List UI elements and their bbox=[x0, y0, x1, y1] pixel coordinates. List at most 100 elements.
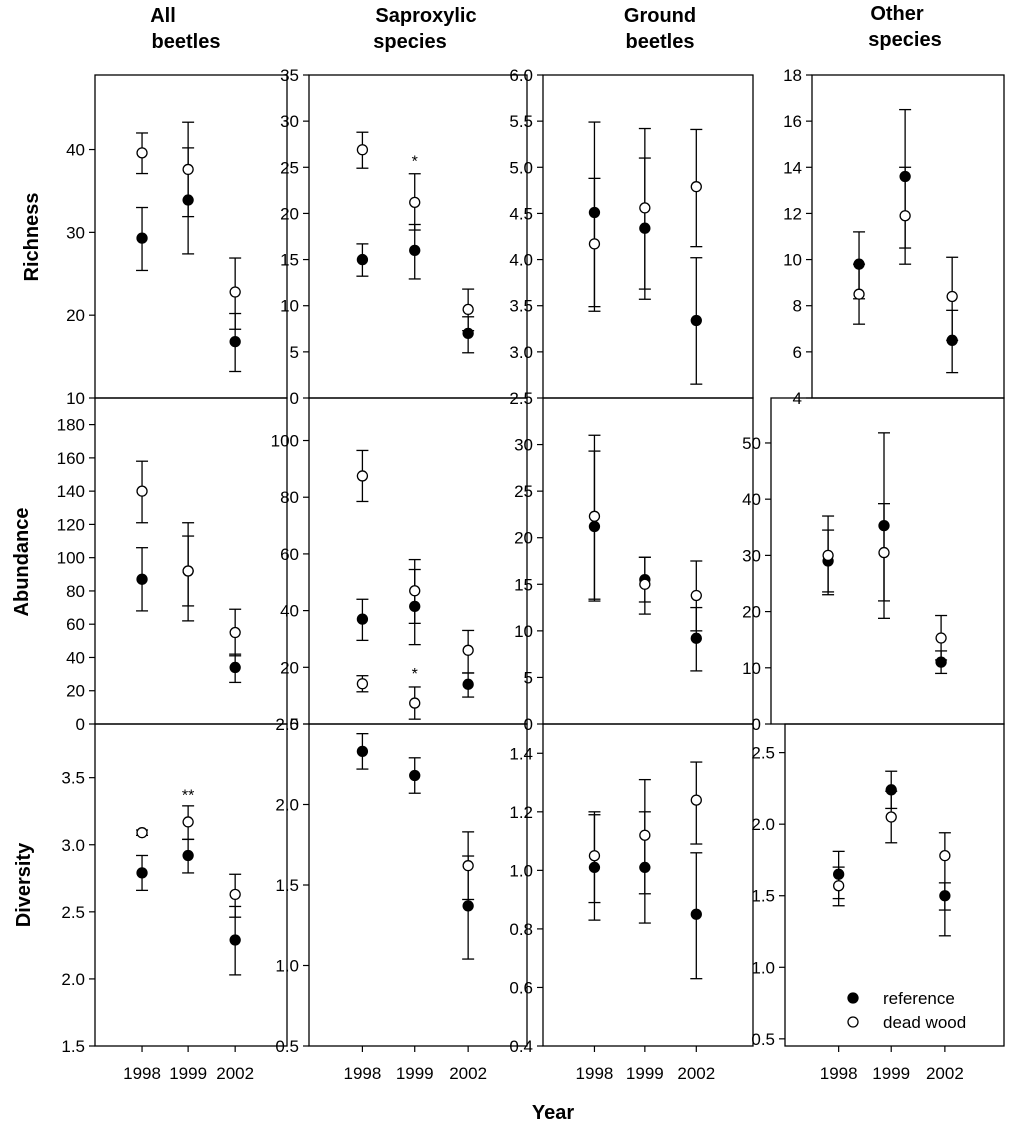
panel-all-beetles-richness: 10 20 30 40 bbox=[66, 74, 288, 408]
panel-saproxylic-richness-significance-0: * bbox=[412, 153, 418, 170]
panel-all-beetles-abundance-ytick-label-7: 140 bbox=[57, 482, 85, 501]
panel-other-species-richness-point-reference-2 bbox=[946, 334, 958, 346]
panel-other-species-richness-point-reference-1 bbox=[899, 170, 911, 183]
panels: 10 20 30 40 0 5 10 15 20 25 30 35 * 2.5 3.0 3.5 4.0 4.5 5.… bbox=[57, 66, 1005, 1083]
panel-other-species-richness-ytick-label-6: 16 bbox=[783, 112, 802, 131]
panel-ground-beetles-abundance: 0 5 10 15 20 25 30 bbox=[514, 397, 754, 734]
panel-all-beetles-diversity-point-dead-wood-2 bbox=[229, 888, 241, 901]
panel-saproxylic-abundance-point-reference-2 bbox=[462, 678, 474, 690]
panel-all-beetles-richness-point-dead-wood-0 bbox=[136, 147, 148, 159]
panel-all-beetles-diversity-xtick-label-2: 2002 bbox=[216, 1064, 254, 1083]
panel-all-beetles-diversity-frame bbox=[94, 723, 288, 1047]
panel-all-beetles-richness-point-reference-1 bbox=[182, 194, 194, 206]
panel-ground-beetles-diversity: 0.4 0.6 0.8 1.0 1.2 1.4 1998 1999 2002 bbox=[509, 723, 754, 1083]
panel-all-beetles-abundance-ytick-label-2: 40 bbox=[66, 648, 85, 667]
panel-saproxylic-diversity-point-reference-0 bbox=[356, 745, 369, 758]
panel-saproxylic-richness-frame bbox=[308, 74, 528, 399]
panel-all-beetles-diversity-point-reference-2 bbox=[229, 934, 241, 946]
panel-all-beetles-abundance-ytick-label-9: 180 bbox=[57, 416, 85, 435]
panel-ground-beetles-richness-ytick-label-2: 3.5 bbox=[509, 297, 533, 316]
panel-other-species-abundance-point-reference-1 bbox=[878, 519, 890, 532]
panel-ground-beetles-diversity-ytick-label-3: 1.0 bbox=[509, 861, 533, 880]
col-title-saproxylic-1: Saproxylic bbox=[375, 5, 476, 27]
panel-saproxylic-diversity-point-reference-1 bbox=[409, 769, 421, 782]
panel-other-species-richness-ytick-label-1: 6 bbox=[793, 343, 802, 362]
panel-saproxylic-diversity-xtick-label-0: 1998 bbox=[343, 1064, 381, 1083]
panel-all-beetles-diversity: 1.5 2.0 2.5 3.0 3.5 1998 1999 2002 ** bbox=[61, 723, 288, 1083]
panel-other-species-abundance-point-dead-wood-0 bbox=[822, 549, 834, 562]
panel-ground-beetles-abundance-frame bbox=[542, 397, 754, 725]
panel-other-species-richness-ytick-label-4: 12 bbox=[783, 204, 802, 223]
panel-ground-beetles-diversity-frame bbox=[542, 723, 754, 1047]
panel-all-beetles-diversity-ytick-label-1: 2.0 bbox=[61, 970, 85, 989]
panel-all-beetles-abundance-point-dead-wood-2 bbox=[229, 626, 241, 639]
panel-all-beetles-richness-point-dead-wood-2 bbox=[229, 286, 241, 298]
panel-all-beetles-diversity-xtick-label-1: 1999 bbox=[169, 1064, 207, 1083]
panel-all-beetles-abundance-ytick-label-3: 60 bbox=[66, 615, 85, 634]
panel-saproxylic-diversity-ytick-label-3: 2.0 bbox=[275, 796, 299, 815]
panel-all-beetles-diversity-significance-0: ** bbox=[182, 787, 194, 804]
panel-other-species-abundance-ytick-label-5: 50 bbox=[742, 434, 761, 453]
panel-all-beetles-abundance-ytick-label-0: 0 bbox=[76, 715, 85, 734]
panel-all-beetles-diversity-ytick-label-3: 3.0 bbox=[61, 836, 85, 855]
panel-other-species-diversity-ytick-label-1: 1.0 bbox=[751, 958, 775, 977]
row-title-diversity: Diversity bbox=[13, 842, 35, 927]
panel-other-species-diversity-point-reference-0 bbox=[833, 868, 845, 880]
panel-ground-beetles-richness-point-reference-1 bbox=[639, 222, 651, 234]
row-title-abundance: Abundance bbox=[11, 508, 33, 617]
panel-saproxylic-abundance-ytick-label-1: 20 bbox=[280, 658, 299, 677]
panel-ground-beetles-richness-point-reference-0 bbox=[588, 206, 601, 219]
panel-ground-beetles-diversity-xtick-label-1: 1999 bbox=[626, 1064, 664, 1083]
panel-saproxylic-richness-ytick-label-5: 25 bbox=[280, 158, 299, 177]
panel-saproxylic-diversity-ytick-label-4: 2.5 bbox=[275, 715, 299, 734]
col-title-ground-1: Ground bbox=[624, 5, 696, 27]
panel-other-species-diversity-point-reference-2 bbox=[939, 890, 951, 902]
panel-all-beetles-abundance-point-reference-0 bbox=[136, 573, 148, 585]
legend-label-reference: reference bbox=[883, 989, 955, 1008]
panel-other-species-abundance-frame bbox=[770, 397, 1005, 725]
panel-ground-beetles-abundance-ytick-label-2: 10 bbox=[514, 622, 533, 641]
panel-all-beetles-diversity-point-reference-0 bbox=[136, 867, 148, 879]
panel-other-species-abundance-ytick-label-1: 10 bbox=[742, 659, 761, 678]
panel-ground-beetles-diversity-ytick-label-2: 0.8 bbox=[509, 920, 533, 939]
panel-saproxylic-diversity: 0.5 1.0 1.5 2.0 2.5 1998 1999 2002 * bbox=[275, 666, 528, 1083]
panel-saproxylic-abundance-point-dead-wood-0 bbox=[356, 470, 369, 482]
panel-ground-beetles-abundance-ytick-label-3: 15 bbox=[514, 575, 533, 594]
panel-other-species-diversity-point-dead-wood-1 bbox=[885, 811, 897, 823]
panel-ground-beetles-abundance-ytick-label-6: 30 bbox=[514, 436, 533, 455]
panel-ground-beetles-diversity-ytick-label-0: 0.4 bbox=[509, 1037, 533, 1056]
panel-other-species-diversity-xtick-label-2: 2002 bbox=[926, 1064, 964, 1083]
panel-all-beetles-abundance: 0 20 40 60 80 100 120 140 160 180 bbox=[57, 397, 288, 734]
panel-all-beetles-abundance-ytick-label-1: 20 bbox=[66, 682, 85, 701]
panel-ground-beetles-abundance-ytick-label-0: 0 bbox=[524, 715, 533, 734]
panel-all-beetles-richness-ytick-label-1: 20 bbox=[66, 306, 85, 325]
panel-saproxylic-abundance-point-reference-0 bbox=[356, 613, 369, 625]
panel-other-species-diversity-xtick-label-1: 1999 bbox=[872, 1064, 910, 1083]
panel-other-species-diversity-point-reference-1 bbox=[885, 784, 897, 796]
panel-ground-beetles-diversity-xtick-label-0: 1998 bbox=[576, 1064, 614, 1083]
col-title-all-beetles-1: All bbox=[150, 5, 176, 27]
panel-other-species-diversity-xtick-label-0: 1998 bbox=[820, 1064, 858, 1083]
panel-other-species-abundance-ytick-label-3: 30 bbox=[742, 546, 761, 565]
panel-ground-beetles-abundance-point-dead-wood-2 bbox=[690, 589, 702, 602]
panel-other-species-diversity-frame bbox=[784, 723, 1005, 1047]
panel-ground-beetles-richness-ytick-label-5: 5.0 bbox=[509, 158, 533, 177]
panel-saproxylic-richness-point-dead-wood-1 bbox=[409, 196, 421, 209]
panel-ground-beetles-diversity-xtick-label-2: 2002 bbox=[677, 1064, 715, 1083]
panel-saproxylic-abundance-ytick-label-4: 80 bbox=[280, 488, 299, 507]
legend-marker-dead-wood bbox=[847, 1016, 859, 1028]
panel-saproxylic-richness-ytick-label-4: 20 bbox=[280, 204, 299, 223]
panel-ground-beetles-diversity-point-dead-wood-0 bbox=[588, 850, 601, 862]
panel-other-species-abundance: 0 10 20 30 40 50 bbox=[742, 397, 1005, 734]
panel-other-species-abundance-point-dead-wood-2 bbox=[935, 632, 947, 644]
panel-saproxylic-abundance-point-dead-wood-1 bbox=[409, 585, 421, 597]
panel-all-beetles-richness-frame bbox=[94, 74, 288, 399]
panel-all-beetles-abundance-frame bbox=[94, 397, 288, 725]
panel-all-beetles-abundance-ytick-label-4: 80 bbox=[66, 582, 85, 601]
panel-saproxylic-richness-point-reference-1 bbox=[409, 244, 421, 256]
panel-ground-beetles-richness-point-dead-wood-1 bbox=[639, 202, 651, 214]
panel-ground-beetles-diversity-point-reference-2 bbox=[690, 908, 702, 920]
panel-saproxylic-abundance-ytick-label-0: 0 bbox=[290, 715, 299, 734]
col-title-ground-2: beetles bbox=[626, 31, 695, 53]
